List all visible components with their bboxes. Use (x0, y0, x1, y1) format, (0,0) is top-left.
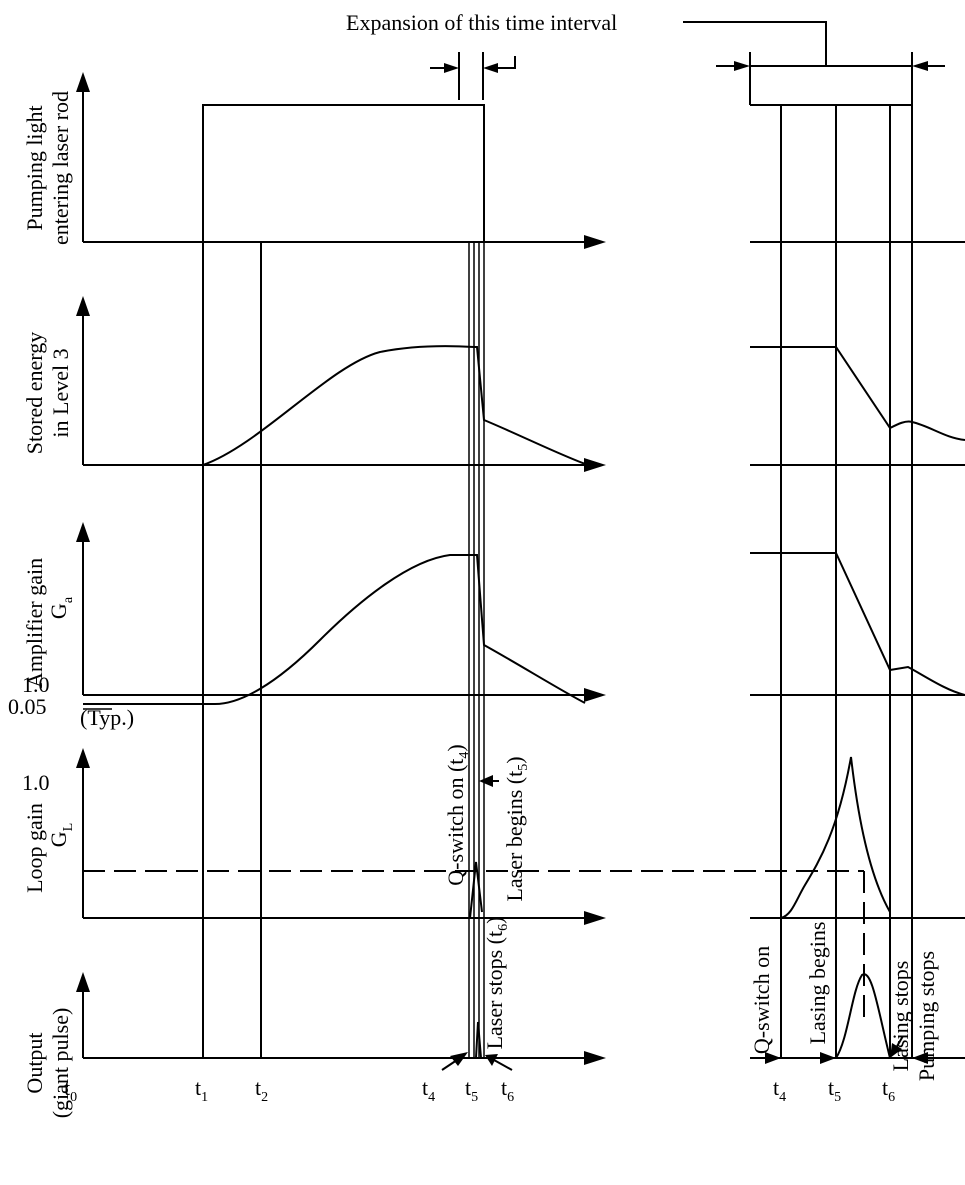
loop-y-arrowhead (76, 748, 90, 768)
amp-label-symbol: Ga (46, 596, 76, 619)
pumping-label-line2: entering laser rod (48, 91, 73, 245)
loop-gain-spike (469, 861, 483, 919)
output-label-line1: Output (22, 1032, 47, 1093)
laser-stops-annotation: Laser stops (t6) (482, 917, 511, 1050)
exp-stored-curve (750, 346, 965, 441)
panel-stored-energy: Stored energy in Level 3 (22, 296, 606, 472)
laser-begins-annotation: Laser begins (t5) (502, 756, 531, 901)
output-label-line2: (giant pulse) (48, 1008, 73, 1119)
interval-arrow-right (496, 56, 516, 69)
main-time-ticks: t0 t1 t2 t4 t5 t6 (64, 1075, 514, 1105)
expansion-right-arrow-right-head (912, 61, 928, 71)
stored-y-arrowhead (76, 296, 90, 316)
exp-qswitch-pointer-head (765, 1052, 781, 1064)
exp-tick-t4: t4 (773, 1075, 786, 1105)
stored-x-arrowhead (584, 458, 606, 472)
pumping-pulse-curve (202, 104, 485, 242)
pumping-x-arrowhead (584, 235, 606, 249)
tick-t6: t6 (501, 1075, 514, 1105)
stored-label-line1: Stored energy (22, 332, 47, 454)
tick-t0: t0 (64, 1075, 77, 1105)
panel-loop-gain: Loop gain GL 1.0 (22, 748, 864, 925)
expansion-leader-line (683, 21, 827, 66)
output-x-arrowhead (584, 1051, 606, 1065)
amp-tick-upper: 1.0 (22, 672, 50, 697)
exp-amp-curve (750, 552, 965, 696)
stored-energy-curve (202, 345, 589, 466)
amp-x-arrowhead (584, 688, 606, 702)
output-y-arrowhead (76, 972, 90, 992)
pumping-label-line1: Pumping light (22, 105, 47, 230)
tick-t2: t2 (255, 1075, 268, 1105)
exp-loop-curve (780, 756, 891, 919)
expansion-right-arrow-left-head (734, 61, 750, 71)
stored-label-line2: in Level 3 (48, 348, 73, 437)
t4-pointer-head (450, 1052, 468, 1066)
exp-tick-t6: t6 (882, 1075, 895, 1105)
amp-label-line1: Amplifier gain (22, 558, 47, 688)
exp-output-pulse (835, 973, 891, 1059)
exp-lasing-stops-pointer-head (890, 1043, 902, 1058)
exp-pumping-stops-pointer-head (912, 1052, 928, 1064)
loop-label-symbol: GL (46, 823, 76, 847)
laser-begins-pointer-head (479, 775, 493, 787)
exp-lasing-stops-pointer (895, 1035, 904, 1049)
t6-pointer-head (485, 1054, 498, 1066)
expansion-header: Expansion of this time interval (346, 10, 945, 105)
amp-tick-note: (Typ.) (80, 705, 134, 730)
exp-lasing-begins-pointer-head (820, 1052, 836, 1064)
loop-x-arrowhead (584, 911, 606, 925)
exp-tick-t5: t5 (828, 1075, 841, 1105)
t6-pointer (493, 1059, 513, 1071)
main-vertical-lines (202, 105, 485, 1058)
expansion-label: Expansion of this time interval (346, 10, 617, 35)
interval-arrow-right-head (483, 63, 498, 73)
panel-pumping-light: Pumping light entering laser rod (22, 72, 606, 249)
exp-lasing-begins-label: Lasing begins (805, 922, 830, 1045)
panel-amplifier-gain: Amplifier gain Ga 1.0 0.05 (Typ.) (8, 522, 606, 730)
tick-t5: t5 (465, 1075, 478, 1105)
loop-tick: 1.0 (22, 770, 50, 795)
loop-label-line1: Loop gain (22, 803, 47, 893)
expanded-view: Q-switch on Lasing begins Lasing stops P… (749, 104, 965, 1105)
panel-output: Output (giant pulse) (22, 972, 606, 1118)
tick-t4: t4 (422, 1075, 435, 1105)
interval-arrow-left-head (444, 63, 459, 73)
pumping-y-arrowhead (76, 72, 90, 92)
output-pulse (475, 1021, 482, 1059)
amp-tick-lower: 0.05 (8, 694, 47, 719)
main-annotations: Q-switch on (t4) Laser begins (t5) Laser… (441, 744, 531, 1071)
amp-gain-curve (83, 554, 586, 705)
exp-qswitch-label: Q-switch on (749, 946, 774, 1054)
amp-y-arrowhead (76, 522, 90, 542)
tick-t1: t1 (195, 1075, 208, 1105)
qswitch-annotation: Q-switch on (t4) (443, 744, 472, 885)
